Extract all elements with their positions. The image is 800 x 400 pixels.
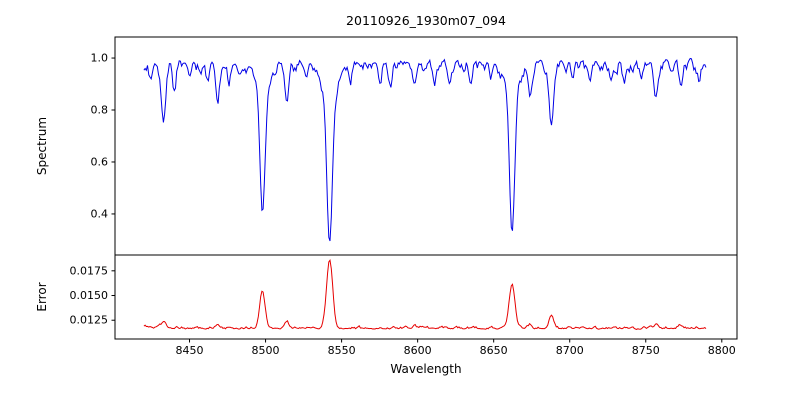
spectrum-y-axis-label: Spectrum <box>35 117 49 175</box>
tick-label: 8450 <box>176 344 204 357</box>
chart-title: 20110926_1930m07_094 <box>346 13 506 28</box>
tick-label: 0.6 <box>91 155 109 168</box>
tick-label: 8750 <box>632 344 660 357</box>
tick-label: 0.0150 <box>70 289 109 302</box>
tick-label: 1.0 <box>91 52 109 65</box>
tick-label: 0.0175 <box>70 264 109 277</box>
tick-label: 8800 <box>708 344 736 357</box>
tick-label: 0.8 <box>91 104 109 117</box>
spectrum-line <box>143 57 707 242</box>
tick-label: 8500 <box>252 344 280 357</box>
axis-ticks: 8450 8500 8550 8600 8650 8700 8750 8800 0.4 0.6 0.… <box>70 52 736 357</box>
spectrum-panel <box>143 57 707 242</box>
tick-label: 8600 <box>404 344 432 357</box>
error-line <box>143 259 707 330</box>
error-panel-border <box>114 254 738 340</box>
tick-label: 8700 <box>556 344 584 357</box>
tick-label: 0.0125 <box>70 314 109 327</box>
tick-label: 8550 <box>328 344 356 357</box>
error-y-axis-label: Error <box>35 282 49 311</box>
x-axis-label: Wavelength <box>390 362 461 376</box>
error-panel <box>143 259 707 330</box>
tick-label: 8650 <box>480 344 508 357</box>
tick-label: 0.4 <box>91 207 109 220</box>
